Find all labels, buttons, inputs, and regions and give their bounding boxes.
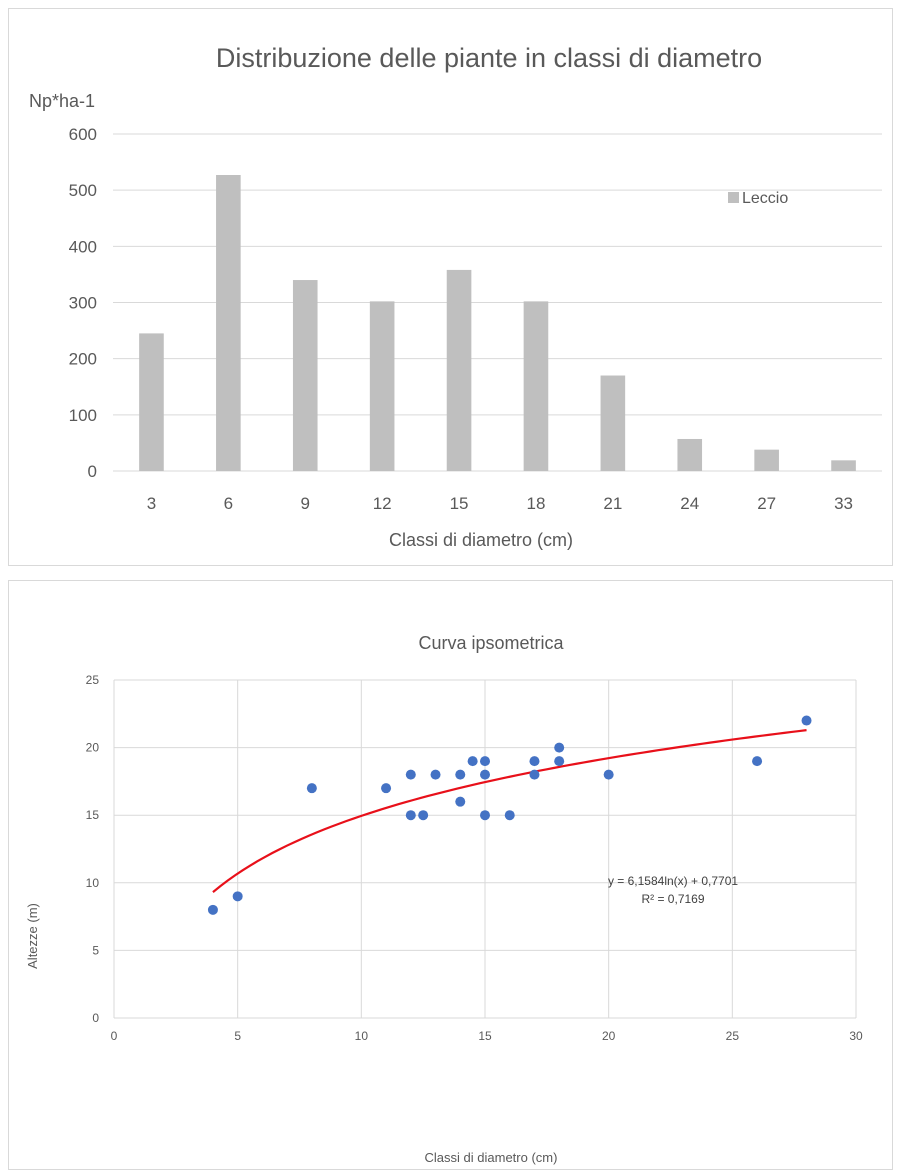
bar-9	[292, 280, 318, 471]
y-tick-label-20: 20	[86, 741, 100, 755]
y-tick-label-300: 300	[69, 294, 97, 313]
scatter-chart-title: Curva ipsometrica	[418, 633, 564, 653]
data-point-13	[480, 810, 490, 821]
bar-chart: Distribuzione delle piante in classi di …	[29, 43, 882, 550]
x-tick-label-3: 3	[147, 494, 156, 513]
trendline-equation: y = 6,1584ln(x) + 0,7701	[608, 874, 738, 888]
trendline	[212, 729, 807, 894]
bar-chart-title: Distribuzione delle piante in classi di …	[216, 43, 762, 73]
x-tick-label-24: 24	[680, 494, 699, 513]
x-tick-label-10: 10	[355, 1029, 369, 1043]
bar-chart-y-unit: Np*ha-1	[29, 91, 95, 111]
y-tick-label-5: 5	[92, 943, 99, 957]
scatter-chart-container: Curva ipsometrica 0 5 10 15 20 25 0 5 10 15 20 25 3…	[8, 580, 893, 1170]
data-point-7	[430, 769, 441, 780]
y-tick-label-0: 0	[88, 462, 97, 481]
bar-27	[754, 449, 779, 471]
data-point-9	[455, 796, 466, 807]
x-tick-label-9: 9	[301, 494, 310, 513]
x-tick-label-18: 18	[526, 494, 545, 513]
y-tick-label-10: 10	[86, 876, 100, 890]
y-tick-label-15: 15	[86, 808, 100, 822]
bar-6	[216, 175, 241, 472]
trendline-r-squared: R² = 0,7169	[641, 892, 704, 906]
scatter-y-axis-title: Altezze (m)	[25, 903, 40, 969]
data-point-10	[467, 756, 478, 767]
data-point-8	[455, 769, 466, 780]
scatter-x-axis-title: Classi di diametro (cm)	[425, 1150, 558, 1165]
data-point-2	[306, 783, 317, 794]
x-tick-label-33: 33	[834, 494, 853, 513]
y-tick-label-0: 0	[92, 1011, 99, 1025]
data-point-20	[752, 756, 763, 767]
data-point-16	[529, 769, 540, 780]
x-tick-label-21: 21	[603, 494, 622, 513]
legend-label-leccio: Leccio	[742, 190, 788, 207]
legend-swatch-leccio	[728, 192, 739, 203]
y-tick-label-600: 600	[69, 125, 97, 144]
bar-chart-container: Distribuzione delle piante in classi di …	[8, 8, 893, 566]
bar-chart-x-axis-title: Classi di diametro (cm)	[389, 530, 573, 550]
data-point-17	[554, 742, 565, 753]
data-point-21	[801, 715, 812, 726]
y-tick-label-25: 25	[86, 673, 100, 687]
data-point-14	[504, 810, 515, 821]
y-tick-label-400: 400	[69, 237, 97, 256]
x-tick-label-5: 5	[234, 1029, 241, 1043]
data-point-18	[554, 756, 565, 767]
bar-33	[831, 460, 856, 471]
x-tick-label-30: 30	[849, 1029, 863, 1043]
bar-3	[139, 333, 164, 471]
y-tick-label-500: 500	[69, 181, 97, 200]
bar-12	[369, 301, 395, 471]
data-point-12	[480, 769, 490, 780]
data-point-11	[480, 756, 490, 767]
bar-chart-legend: Leccio	[728, 190, 788, 207]
y-tick-label-100: 100	[69, 406, 97, 425]
scatter-chart: Curva ipsometrica 0 5 10 15 20 25 0 5 10 15 20 25 3…	[25, 633, 863, 1165]
x-tick-label-20: 20	[602, 1029, 616, 1043]
data-point-15	[529, 756, 540, 767]
x-tick-label-6: 6	[224, 494, 233, 513]
bar-15	[446, 269, 472, 471]
data-point-6	[418, 810, 429, 821]
bar-18	[523, 301, 549, 471]
x-tick-label-25: 25	[726, 1029, 740, 1043]
x-tick-label-12: 12	[373, 494, 392, 513]
data-point-19	[603, 769, 614, 780]
bar-21	[600, 375, 626, 471]
x-tick-label-0: 0	[111, 1029, 118, 1043]
data-point-1	[232, 891, 243, 902]
bar-24	[677, 438, 703, 471]
data-point-4	[405, 769, 416, 780]
x-tick-label-27: 27	[757, 494, 776, 513]
data-point-3	[381, 783, 392, 794]
y-tick-label-200: 200	[69, 350, 97, 369]
data-point-5	[405, 810, 416, 821]
x-tick-label-15: 15	[450, 494, 469, 513]
data-point-0	[207, 904, 218, 915]
x-tick-label-15: 15	[478, 1029, 492, 1043]
